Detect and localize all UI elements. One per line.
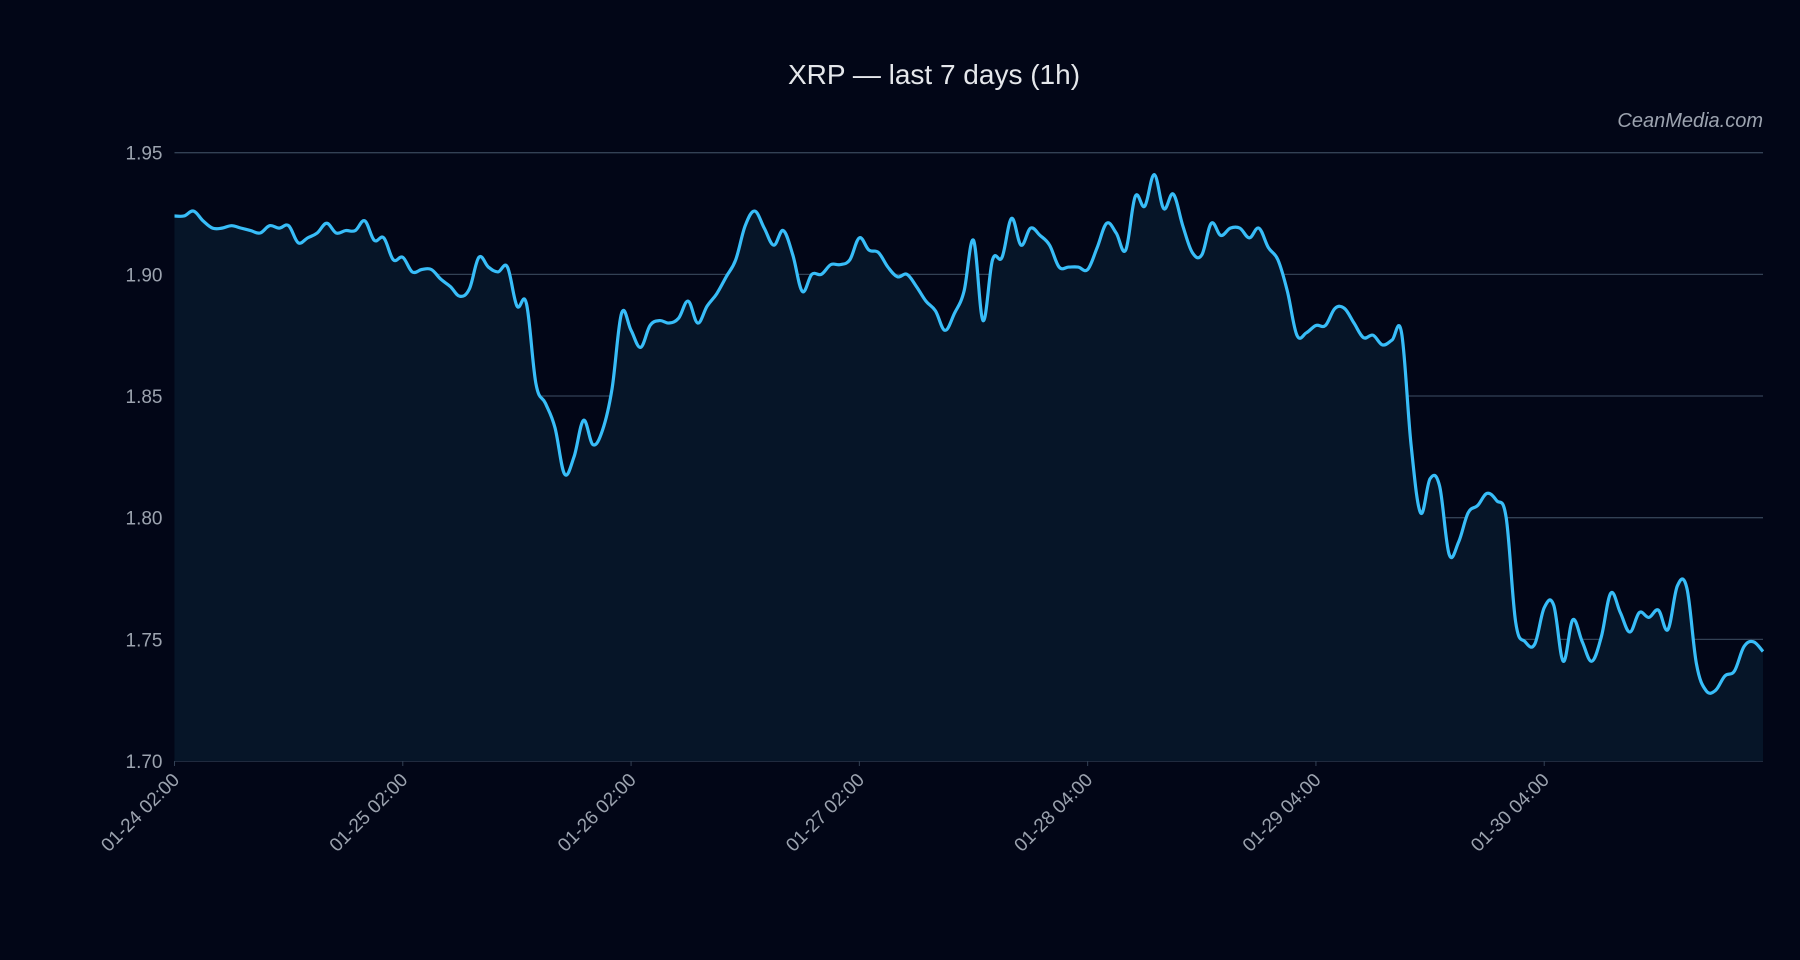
- price-line: [174, 172, 1765, 695]
- x-tick-label: 01-26 02:00: [554, 770, 641, 857]
- y-tick-label: 1.95: [126, 144, 163, 165]
- y-axis: 1.70 1.75 1.80 1.85 1.90 1.95: [126, 144, 163, 773]
- y-tick-label: 1.90: [126, 265, 163, 286]
- x-tick-label: 01-30 04:00: [1467, 770, 1554, 857]
- x-tick-label: 01-25 02:00: [326, 770, 413, 857]
- y-tick-label: 1.70: [126, 752, 163, 773]
- x-axis: 01-24 02:00 01-25 02:00 01-26 02:00 01-27 0…: [97, 761, 1554, 857]
- chart-title: XRP — last 7 days (1h): [788, 59, 1080, 90]
- y-tick-label: 1.75: [126, 630, 163, 651]
- watermark: CeanMedia.com: [1617, 110, 1763, 132]
- y-tick-label: 1.80: [126, 509, 163, 530]
- x-tick-label: 01-24 02:00: [97, 770, 184, 857]
- y-tick-label: 1.85: [126, 387, 163, 408]
- price-area-fill: [174, 174, 1763, 761]
- x-tick-label: 01-29 04:00: [1239, 770, 1326, 857]
- x-tick-label: 01-27 02:00: [782, 770, 869, 857]
- x-tick-label: 01-28 04:00: [1011, 770, 1098, 857]
